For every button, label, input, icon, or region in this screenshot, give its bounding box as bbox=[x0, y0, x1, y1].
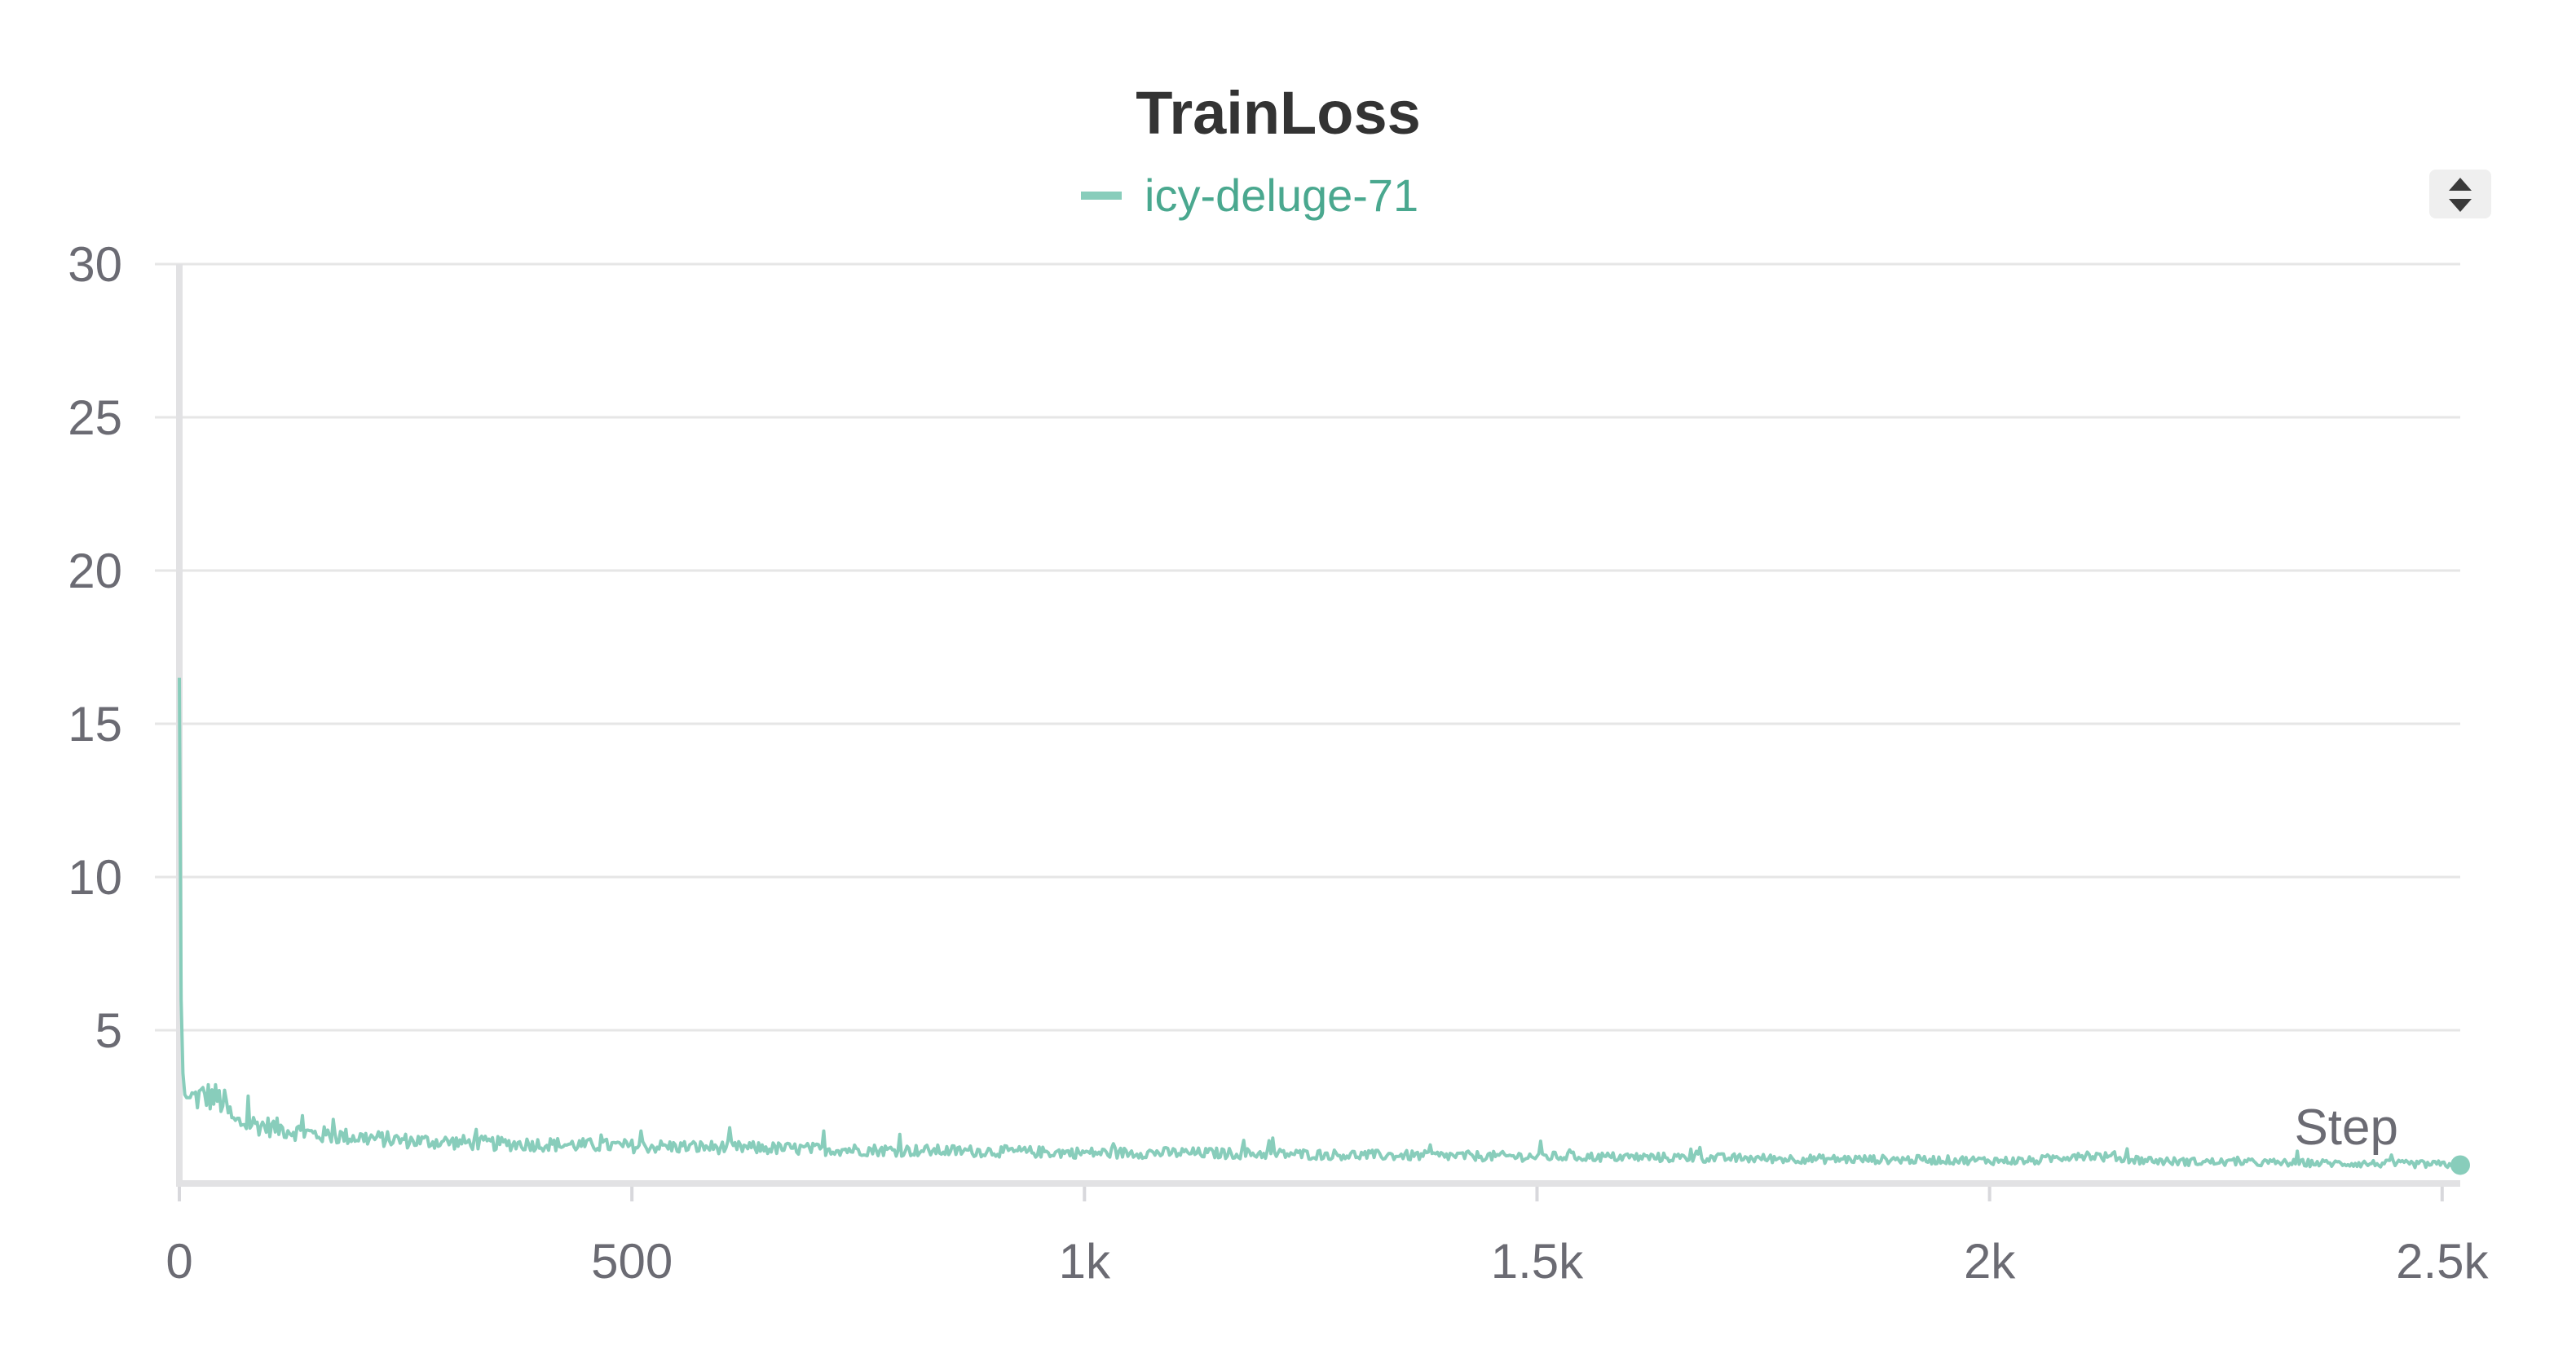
x-tick-label-1500: 1.5k bbox=[1491, 1234, 1584, 1289]
sort-down-arrow-icon bbox=[2449, 199, 2472, 212]
x-axis-title: Step bbox=[2294, 1100, 2398, 1156]
y-tick-label-10: 10 bbox=[68, 850, 122, 905]
y-tick-label-15: 15 bbox=[68, 697, 122, 751]
y-tick-label-5: 5 bbox=[95, 1003, 122, 1058]
y-tick-label-20: 20 bbox=[68, 544, 122, 598]
x-tick-label-1000: 1k bbox=[1059, 1234, 1111, 1289]
sort-arrows-icon[interactable] bbox=[2429, 170, 2491, 218]
y-tick-label-25: 25 bbox=[68, 390, 122, 445]
legend-series-label[interactable]: icy-deluge-71 bbox=[1145, 170, 1418, 221]
series-line-icy-deluge-71 bbox=[178, 677, 2461, 1170]
grid-lines bbox=[155, 262, 2460, 1032]
x-tick-label-2500: 2.5k bbox=[2396, 1234, 2489, 1289]
y-tick-label-30: 30 bbox=[68, 237, 122, 292]
series-end-point bbox=[2450, 1155, 2470, 1175]
y-axis-ticks: 5 10 15 20 25 30 bbox=[68, 237, 122, 1058]
chart-title: TrainLoss bbox=[1136, 79, 1421, 147]
series-layer bbox=[178, 677, 2470, 1175]
sort-arrows-button-bg[interactable] bbox=[2429, 170, 2491, 218]
legend[interactable]: icy-deluge-71 bbox=[1081, 170, 1418, 221]
x-tick-label-0: 0 bbox=[165, 1234, 192, 1289]
x-tick-label-2000: 2k bbox=[1964, 1234, 2016, 1289]
sort-up-arrow-icon bbox=[2449, 178, 2472, 191]
x-tick-label-500: 500 bbox=[591, 1234, 673, 1289]
x-axis-ticks: 0 500 1k 1.5k 2k 2.5k bbox=[165, 1183, 2489, 1289]
